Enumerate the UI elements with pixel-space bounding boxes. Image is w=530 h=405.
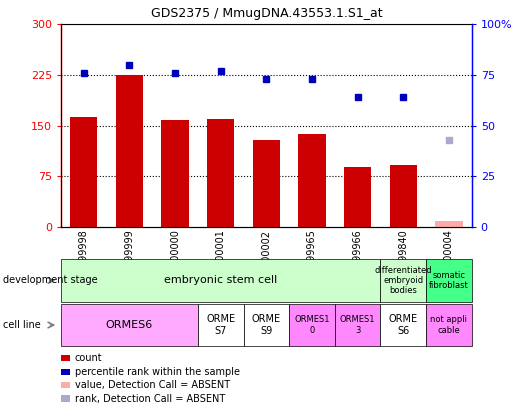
Bar [435,222,463,227]
Text: somatic
fibroblast: somatic fibroblast [429,271,469,290]
Text: embryonic stem cell: embryonic stem cell [164,275,277,286]
Bar [298,134,325,227]
Bar [116,75,143,227]
Bar [207,119,234,227]
Bar [253,141,280,227]
Text: percentile rank within the sample: percentile rank within the sample [75,367,240,377]
Text: differentiated
embryoid
bodies: differentiated embryoid bodies [374,266,432,295]
Bar [344,167,372,227]
Text: rank, Detection Call = ABSENT: rank, Detection Call = ABSENT [75,394,225,403]
Text: development stage: development stage [3,275,98,286]
Bar [161,120,189,227]
Text: ORME
S9: ORME S9 [252,314,281,336]
Text: cell line: cell line [3,320,40,330]
Text: ORMES6: ORMES6 [106,320,153,330]
Title: GDS2375 / MmugDNA.43553.1.S1_at: GDS2375 / MmugDNA.43553.1.S1_at [151,7,382,20]
Text: ORME
S7: ORME S7 [206,314,235,336]
Bar [70,117,98,227]
Text: ORME
S6: ORME S6 [388,314,418,336]
Text: not appli
cable: not appli cable [430,315,467,335]
Text: ORMES1
3: ORMES1 3 [340,315,375,335]
Text: count: count [75,354,102,363]
Bar [390,165,417,227]
Text: value, Detection Call = ABSENT: value, Detection Call = ABSENT [75,380,230,390]
Text: ORMES1
0: ORMES1 0 [294,315,330,335]
